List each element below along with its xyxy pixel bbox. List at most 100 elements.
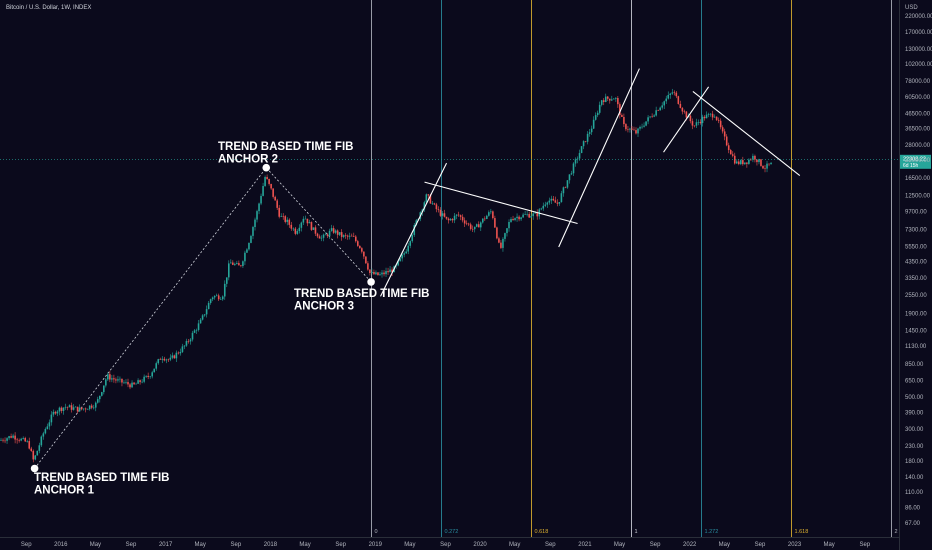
candle-body (107, 374, 109, 380)
anchor-3-point[interactable] (367, 278, 375, 286)
candle-body (651, 116, 653, 118)
candle-body (447, 218, 450, 221)
candle-body (681, 107, 684, 112)
candle-body (766, 163, 768, 169)
candle-body (248, 242, 250, 250)
fib-time-label: 1.618 (795, 529, 809, 535)
price-tick-label: 7300.00 (905, 227, 927, 233)
candle-body (36, 450, 39, 456)
candle-body (484, 218, 486, 220)
anchor-3-label: ANCHOR 3 (294, 301, 354, 313)
candle-body (667, 94, 670, 99)
candle-body (322, 234, 325, 238)
last-price-value: 22308.22 (903, 156, 926, 162)
candle-body (506, 228, 508, 234)
candle-body (147, 375, 149, 377)
candle-body (171, 355, 174, 358)
candle-body (90, 405, 93, 408)
candle-body (213, 295, 216, 298)
price-tick-label: 300.00 (905, 427, 924, 433)
candle-body (371, 271, 373, 274)
trend-line[interactable] (558, 68, 640, 248)
candle-body (203, 314, 206, 316)
candle-body (105, 379, 107, 386)
candle-body (141, 381, 143, 383)
trend-line[interactable] (424, 181, 578, 225)
candle-body (494, 218, 496, 228)
candle-body (48, 422, 51, 427)
candle-body (274, 196, 276, 201)
price-tick-label: 1450.00 (905, 328, 927, 334)
candle-body (592, 119, 595, 129)
time-tick-label: May (404, 542, 415, 548)
candle-body (258, 203, 260, 212)
candle-body (623, 116, 625, 125)
time-tick-label: Sep (859, 542, 870, 548)
candle-body (28, 441, 31, 449)
anchor-1-point[interactable] (30, 464, 39, 473)
candle-body (264, 177, 266, 187)
candle-body (2, 439, 4, 441)
candle-body (746, 162, 748, 164)
price-tick-label: 500.00 (905, 395, 924, 401)
candle-body (437, 209, 440, 210)
candle-body (121, 378, 123, 383)
candle-body (429, 195, 432, 204)
candle-body (88, 405, 91, 410)
candle-body (334, 230, 337, 233)
candle-body (479, 222, 482, 228)
candle-body (242, 261, 244, 267)
candle-body (488, 212, 490, 216)
candle-body (655, 110, 657, 116)
candle-body (100, 392, 103, 396)
trend-line[interactable] (692, 90, 801, 177)
candle-body (167, 359, 170, 361)
candle-body (514, 218, 516, 221)
candle-body (119, 378, 121, 380)
time-tick-label: 2022 (683, 542, 697, 548)
price-tick-label: 3350.00 (905, 276, 927, 282)
candle-body (415, 220, 418, 226)
candle-body (703, 116, 706, 119)
candle-body (677, 96, 680, 104)
price-tick-label: 5550.00 (905, 244, 927, 250)
candle-body (50, 414, 53, 423)
time-axis: Sep 2016 May Sep 2017 May Sep 2018 May Sep 2019 May… (21, 542, 871, 548)
candle-body (40, 436, 43, 446)
candle-body (225, 277, 228, 284)
candle-body (179, 351, 182, 354)
candle-body (175, 352, 178, 359)
candle-body (512, 219, 514, 221)
candle-body (671, 92, 674, 94)
candle-body (699, 122, 702, 124)
candle-body (645, 121, 647, 126)
candle-body (215, 295, 218, 297)
candle-body (770, 162, 772, 165)
candle-body (556, 202, 559, 204)
price-tick-label: 2550.00 (905, 293, 927, 299)
candle-body (697, 122, 700, 123)
candle-body (580, 146, 583, 154)
candle-body (338, 232, 341, 235)
candle-body (619, 104, 621, 116)
candle-body (566, 180, 569, 188)
candle-body (508, 221, 510, 229)
candle-body (649, 116, 651, 118)
candle-body (367, 263, 369, 270)
candle-body (451, 219, 454, 221)
candle-body (68, 405, 71, 408)
candle-body (540, 208, 543, 210)
candle-body (598, 104, 601, 113)
candle-body (518, 216, 520, 220)
candle-body (312, 227, 315, 230)
anchor-2-point[interactable] (262, 163, 271, 172)
candle-body (113, 378, 115, 380)
candle-body (135, 383, 137, 385)
candle-body (296, 231, 299, 234)
time-tick-label: Sep (231, 542, 242, 548)
time-tick-label: May (195, 542, 206, 548)
price-tick-label: 9700.00 (905, 209, 927, 215)
candle-body (570, 173, 573, 175)
